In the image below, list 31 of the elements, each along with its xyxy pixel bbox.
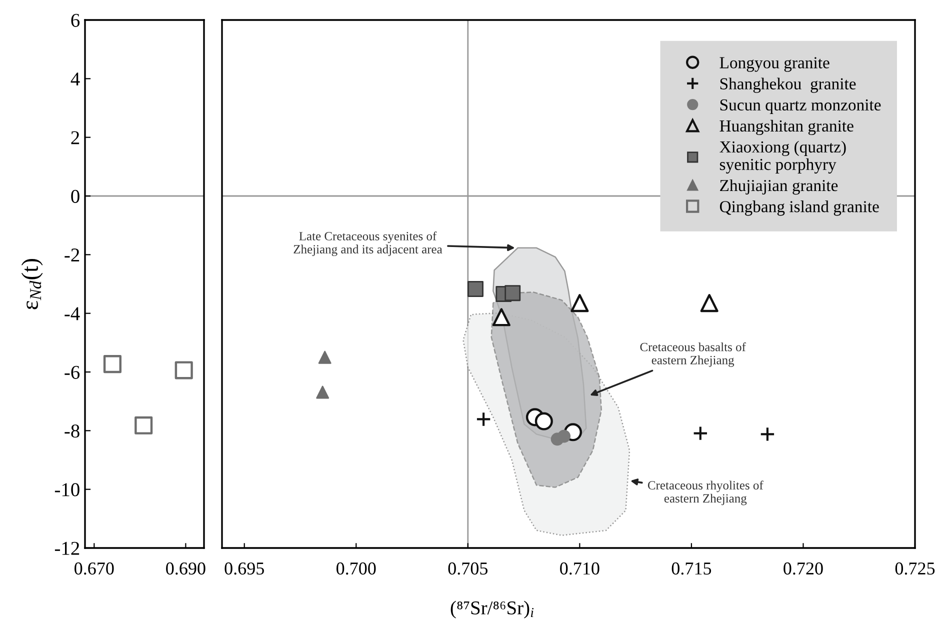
x-tick-label: 0.690 (166, 562, 206, 575)
annotation: Cretaceous rhyolites of eastern Zhejiang (648, 480, 764, 506)
y-tick-label: -12 (54, 542, 80, 555)
legend-label: Qingbang island granite (720, 200, 879, 216)
x-tick-label: 0.700 (336, 562, 376, 575)
x-tick-label: 0.670 (74, 562, 114, 575)
legend-label: Longyou granite (720, 57, 830, 72)
annotation: Late Cretaceous syenites of Zhejiang and its adjacent area (294, 231, 442, 256)
annotation: Cretaceous basalts of eastern Zhejiang (640, 342, 746, 367)
y-tick-label: 0 (71, 190, 80, 203)
y-tick-label: -2 (64, 248, 80, 262)
legend-label: Xiaoxiong (quartz) syenitic porphyry (720, 140, 846, 174)
legend-label: Huangshitan granite (720, 120, 854, 136)
y-tick-label: 2 (71, 131, 80, 144)
x-tick-label: 0.720 (784, 562, 823, 575)
y-tick-label: -4 (64, 307, 80, 320)
x-tick-label: 0.695 (224, 562, 264, 575)
legend-label: Sucun quartz monzonite (720, 99, 881, 114)
x-axis-title: (⁸⁷Sr/⁸⁶Sr)$_{i}$ (450, 600, 534, 618)
y-tick-label: 4 (70, 72, 80, 86)
x-tick-label: 0.705 (448, 562, 488, 575)
x-tick-label: 0.710 (560, 562, 600, 575)
y-tick-label: -6 (64, 366, 80, 379)
x-tick-label: 0.725 (895, 562, 935, 575)
legend-label: Shanghekou granite (720, 78, 856, 93)
x-tick-label: 0.715 (672, 562, 712, 575)
y-tick-label: -8 (64, 424, 80, 438)
legend-label: Zhujiajian granite (720, 179, 838, 195)
y-axis-title: ε$_{Nd}$(t) (21, 259, 43, 310)
y-tick-label: 6 (71, 14, 80, 27)
y-tick-label: -10 (54, 483, 80, 496)
